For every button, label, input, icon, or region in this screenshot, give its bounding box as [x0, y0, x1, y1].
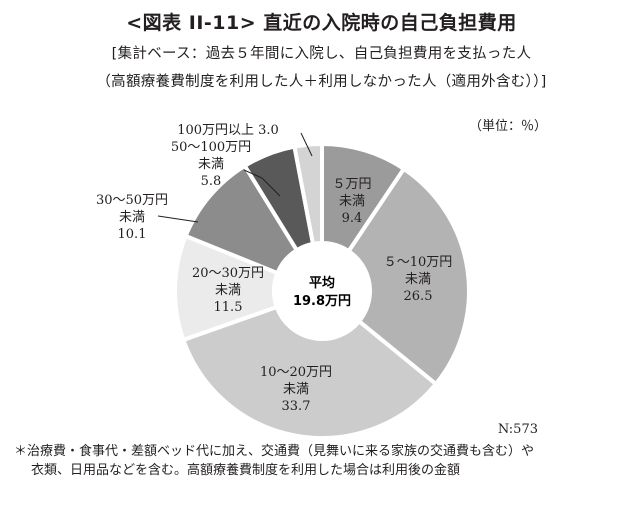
sample-size-label: N:573	[497, 422, 538, 437]
footnote: ＊治療費・食事代・差額ベッド代に加え、交通費（見舞いに来る家族の交通費も含む）や…	[14, 442, 634, 480]
chart-title: <図表 II-11> 直近の入院時の自己負担費用	[126, 12, 517, 34]
slice-label-6: 100万円以上 3.0	[177, 123, 279, 138]
pie-slice-6	[292, 141, 324, 247]
slice-label-4: 30～50万円未満 10.1	[96, 193, 168, 242]
slice-label-0: ５万円未満 9.4	[332, 177, 371, 226]
slice-label-2: 10～20万円未満 33.7	[260, 365, 332, 414]
slice-label-5: 50～100万円未満 5.8	[171, 140, 251, 189]
pie-slice-2	[180, 304, 439, 440]
footnote-line-2: 衣類、日用品などを含む。高額療養費制度を利用した場合は利用後の金額	[31, 463, 461, 478]
pie-slice-1	[345, 166, 471, 387]
chart-subtitle-base: [集計ベース：過去５年間に入院し、自己負担費用を支払った人	[111, 46, 532, 62]
chart-subtitle-scope: （高額療養費制度を利用した人＋利用しなかった人（適用外含む））]	[96, 74, 547, 90]
leader-line-4	[157, 215, 199, 223]
center-label-title: 平均	[309, 275, 335, 291]
unit-label: （単位：％）	[468, 119, 547, 134]
center-label-value: 19.8万円	[293, 294, 351, 309]
footnote-line-1: ＊治療費・食事代・差額ベッド代に加え、交通費（見舞いに来る家族の交通費も含む）や	[14, 444, 535, 459]
leader-line-5	[243, 169, 281, 197]
slice-label-1: ５～10万円未満 26.5	[384, 255, 453, 304]
slice-label-3: 20～30万円未満 11.5	[192, 266, 264, 315]
leader-line-6	[300, 132, 313, 157]
